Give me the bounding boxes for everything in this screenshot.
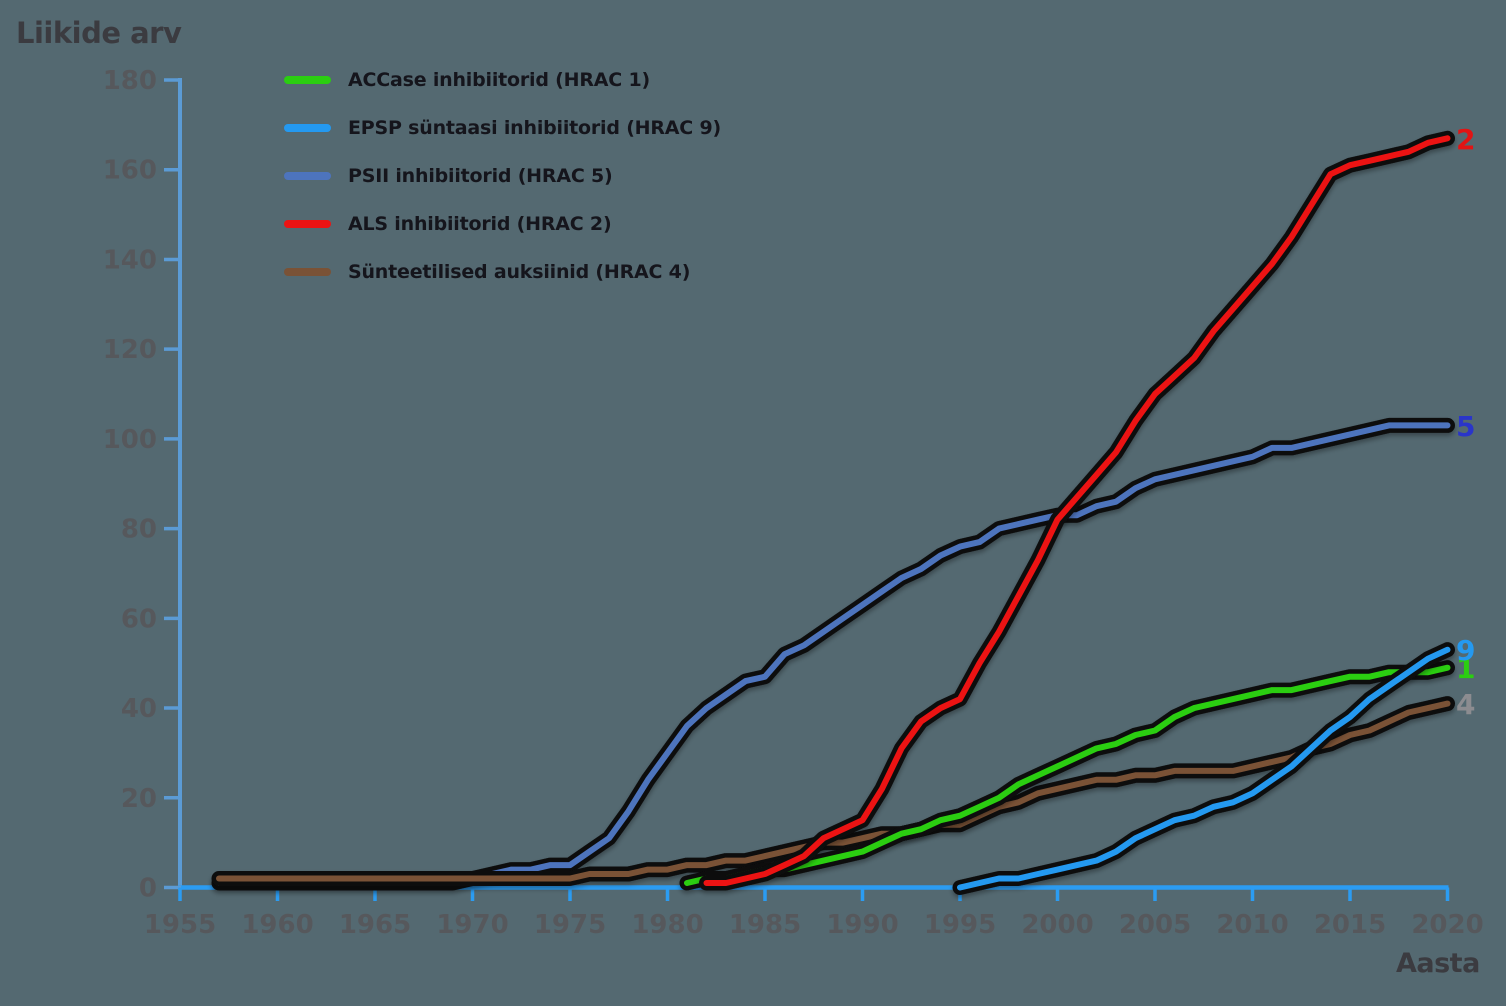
legend-label: ACCase inhibiitorid (HRAC 1) [348,69,650,91]
x-tick-label: 2020 [1411,910,1483,940]
x-tick-label: 1975 [534,910,606,940]
legend-label: ALS inhibiitorid (HRAC 2) [348,213,612,235]
series-outline-hrac-5 [211,417,1455,891]
x-tick-label: 2005 [1119,910,1191,940]
series-end-label-hrac-1: 1 [1456,652,1475,685]
x-axis-title: Aasta [1396,948,1480,979]
series-end-label-hrac-2: 2 [1456,123,1475,156]
y-tick-label: 20 [121,784,157,814]
series-line-hrac-4 [216,700,1451,882]
x-tick-label: 1990 [826,910,898,940]
y-axis-title: Liikide arv [16,16,182,50]
legend-label: EPSP süntaasi inhibiitorid (HRAC 9) [348,117,721,139]
y-tick-label: 80 [121,515,157,545]
y-tick-label: 180 [103,66,157,96]
series-line-hrac-1 [684,664,1451,886]
x-tick-label: 2000 [1021,910,1093,940]
x-tick-label: 2015 [1314,910,1386,940]
x-tick-label: 1970 [436,910,508,940]
x-tick-label: 1955 [144,910,216,940]
legend-swatch-accase-icon [284,76,331,84]
legend-item: ACCase inhibiitorid (HRAC 1) [284,56,721,104]
x-tick-label: 2010 [1216,910,1288,940]
y-tick-label: 160 [103,156,157,186]
legend-label: PSII inhibiitorid (HRAC 5) [348,165,613,187]
series-end-label-hrac-4: 4 [1456,688,1475,721]
legend-swatch-als-icon [284,220,331,228]
legend-swatch-epsp-icon [284,124,331,132]
legend: ACCase inhibiitorid (HRAC 1) EPSP süntaa… [284,56,721,296]
y-tick-label: 120 [103,335,157,365]
y-tick-label: 100 [103,425,157,455]
series-end-label-hrac-9: 9 [1456,634,1475,667]
x-tick-label: 1965 [339,910,411,940]
legend-item: EPSP süntaasi inhibiitorid (HRAC 9) [284,104,721,152]
series-line-hrac-9 [957,646,1451,891]
legend-label: Sünteetilised auksiinid (HRAC 4) [348,261,691,283]
legend-item: PSII inhibiitorid (HRAC 5) [284,152,721,200]
series-end-label-hrac-5: 5 [1456,410,1475,443]
y-tick-label: 0 [139,874,157,904]
y-tick-label: 60 [121,604,157,634]
x-tick-label: 1995 [924,910,996,940]
legend-item: ALS inhibiitorid (HRAC 2) [284,200,721,248]
y-tick-label: 40 [121,694,157,724]
x-tick-label: 1985 [729,910,801,940]
y-tick-label: 140 [103,245,157,275]
legend-swatch-psii-icon [284,172,331,180]
series-line-hrac-5 [216,422,1451,886]
x-tick-label: 1960 [241,910,313,940]
legend-swatch-auxin-icon [284,268,331,276]
x-tick-label: 1980 [631,910,703,940]
legend-item: Sünteetilised auksiinid (HRAC 4) [284,248,721,296]
series-line-hrac-2 [703,135,1451,886]
